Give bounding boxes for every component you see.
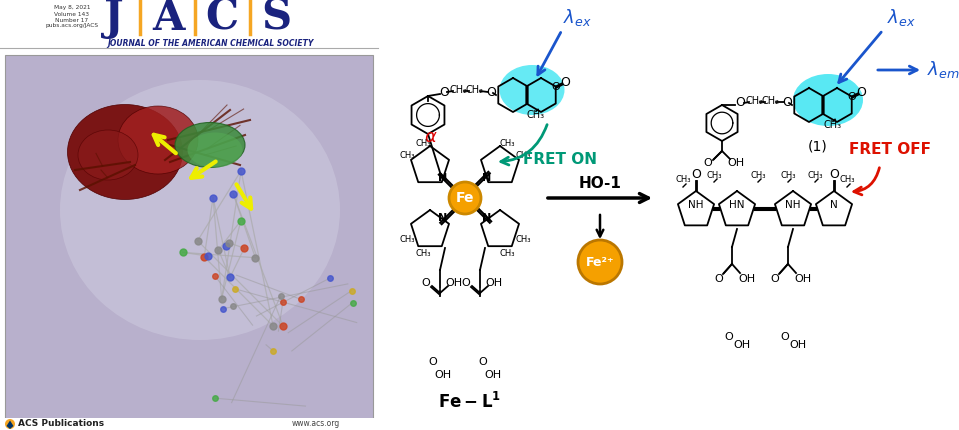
FancyBboxPatch shape bbox=[0, 418, 378, 430]
Text: O: O bbox=[486, 86, 496, 98]
Text: $\lambda_{em}$: $\lambda_{em}$ bbox=[926, 59, 959, 80]
Text: O: O bbox=[714, 274, 723, 284]
Text: OH: OH bbox=[445, 278, 462, 288]
Text: O: O bbox=[461, 278, 470, 288]
Text: O: O bbox=[771, 274, 780, 284]
Text: OH: OH bbox=[728, 158, 744, 168]
Text: JOURNAL OF THE AMERICAN CHEMICAL SOCIETY: JOURNAL OF THE AMERICAN CHEMICAL SOCIETY bbox=[106, 40, 314, 49]
Text: FRET OFF: FRET OFF bbox=[849, 142, 931, 157]
Text: N: N bbox=[482, 173, 492, 183]
Text: N: N bbox=[438, 213, 448, 223]
Ellipse shape bbox=[67, 104, 182, 200]
Circle shape bbox=[578, 240, 622, 284]
Text: O: O bbox=[422, 278, 431, 288]
Ellipse shape bbox=[60, 80, 340, 340]
Text: May 8, 2021: May 8, 2021 bbox=[54, 6, 90, 10]
Text: Volume 143: Volume 143 bbox=[55, 12, 89, 16]
Text: O: O bbox=[830, 168, 839, 181]
Text: O: O bbox=[551, 82, 560, 92]
Text: NH: NH bbox=[785, 200, 801, 210]
Text: $\mathbf{Fe-L^1}$: $\mathbf{Fe-L^1}$ bbox=[438, 392, 502, 412]
Text: CH₂: CH₂ bbox=[761, 96, 779, 106]
Text: OH: OH bbox=[789, 340, 807, 350]
Circle shape bbox=[449, 182, 481, 214]
Text: O: O bbox=[479, 357, 487, 367]
Text: CH₃: CH₃ bbox=[750, 171, 765, 179]
Text: Fe: Fe bbox=[456, 191, 475, 205]
Text: HO-1: HO-1 bbox=[578, 175, 621, 190]
Text: O: O bbox=[560, 76, 570, 89]
Text: HN: HN bbox=[729, 200, 745, 210]
Text: CH₂: CH₂ bbox=[465, 85, 483, 95]
Text: CH₃: CH₃ bbox=[399, 236, 414, 245]
Text: FRET ON: FRET ON bbox=[523, 153, 597, 168]
Text: $\lambda_{ex}$: $\lambda_{ex}$ bbox=[887, 7, 916, 28]
Text: O: O bbox=[691, 168, 701, 181]
Text: ACS Publications: ACS Publications bbox=[18, 420, 105, 429]
Text: O: O bbox=[735, 96, 745, 110]
Text: O: O bbox=[781, 332, 789, 342]
Circle shape bbox=[5, 419, 15, 429]
Text: $\alpha$: $\alpha$ bbox=[424, 128, 438, 146]
Text: CH₃: CH₃ bbox=[839, 175, 854, 184]
Text: CH₃: CH₃ bbox=[415, 138, 431, 147]
Ellipse shape bbox=[118, 106, 198, 174]
Text: OH: OH bbox=[434, 370, 452, 380]
Text: J: J bbox=[105, 0, 124, 39]
Text: OH: OH bbox=[485, 278, 503, 288]
Text: CH₃: CH₃ bbox=[515, 236, 530, 245]
Text: O: O bbox=[782, 95, 792, 108]
Text: CH₃: CH₃ bbox=[515, 151, 530, 160]
Text: CH₃: CH₃ bbox=[399, 151, 414, 160]
Text: OH: OH bbox=[738, 274, 756, 284]
Ellipse shape bbox=[793, 74, 863, 126]
Text: O: O bbox=[725, 332, 734, 342]
Text: N: N bbox=[830, 200, 838, 210]
Text: Number 17: Number 17 bbox=[56, 18, 88, 22]
Text: OH: OH bbox=[484, 370, 502, 380]
Ellipse shape bbox=[175, 123, 245, 168]
Text: OH: OH bbox=[794, 274, 811, 284]
Polygon shape bbox=[7, 421, 13, 426]
Text: O: O bbox=[439, 86, 449, 98]
Text: CH₃: CH₃ bbox=[824, 120, 842, 129]
Text: O: O bbox=[847, 92, 855, 101]
Text: O: O bbox=[855, 86, 866, 99]
Text: C: C bbox=[205, 0, 239, 39]
Text: CH₃: CH₃ bbox=[526, 110, 545, 120]
Text: CH₃: CH₃ bbox=[500, 249, 515, 258]
Text: N: N bbox=[482, 213, 492, 223]
Text: CH₃: CH₃ bbox=[500, 138, 515, 147]
Text: S: S bbox=[261, 0, 292, 39]
Text: CH₃: CH₃ bbox=[706, 171, 722, 179]
Text: N: N bbox=[438, 173, 448, 183]
Text: $\lambda_{ex}$: $\lambda_{ex}$ bbox=[563, 7, 592, 28]
Text: pubs.acs.org/JACS: pubs.acs.org/JACS bbox=[45, 24, 99, 28]
Text: Fe²⁺: Fe²⁺ bbox=[586, 255, 615, 268]
Polygon shape bbox=[7, 426, 13, 429]
Text: O: O bbox=[704, 158, 713, 168]
Text: www.acs.org: www.acs.org bbox=[292, 420, 340, 429]
Text: CH₃: CH₃ bbox=[807, 171, 823, 179]
Text: (1): (1) bbox=[808, 140, 828, 154]
Ellipse shape bbox=[188, 132, 243, 168]
FancyBboxPatch shape bbox=[0, 0, 378, 52]
Text: CH₃: CH₃ bbox=[781, 171, 796, 179]
Text: CH₂: CH₂ bbox=[745, 96, 763, 106]
Text: CH₃: CH₃ bbox=[415, 249, 431, 258]
Text: CH₃: CH₃ bbox=[675, 175, 690, 184]
Text: O: O bbox=[429, 357, 437, 367]
Text: NH: NH bbox=[689, 200, 704, 210]
Text: OH: OH bbox=[734, 340, 751, 350]
Ellipse shape bbox=[78, 130, 138, 180]
Text: A: A bbox=[152, 0, 184, 39]
Text: CH₂: CH₂ bbox=[449, 85, 467, 95]
Ellipse shape bbox=[500, 65, 565, 115]
FancyBboxPatch shape bbox=[5, 55, 373, 420]
